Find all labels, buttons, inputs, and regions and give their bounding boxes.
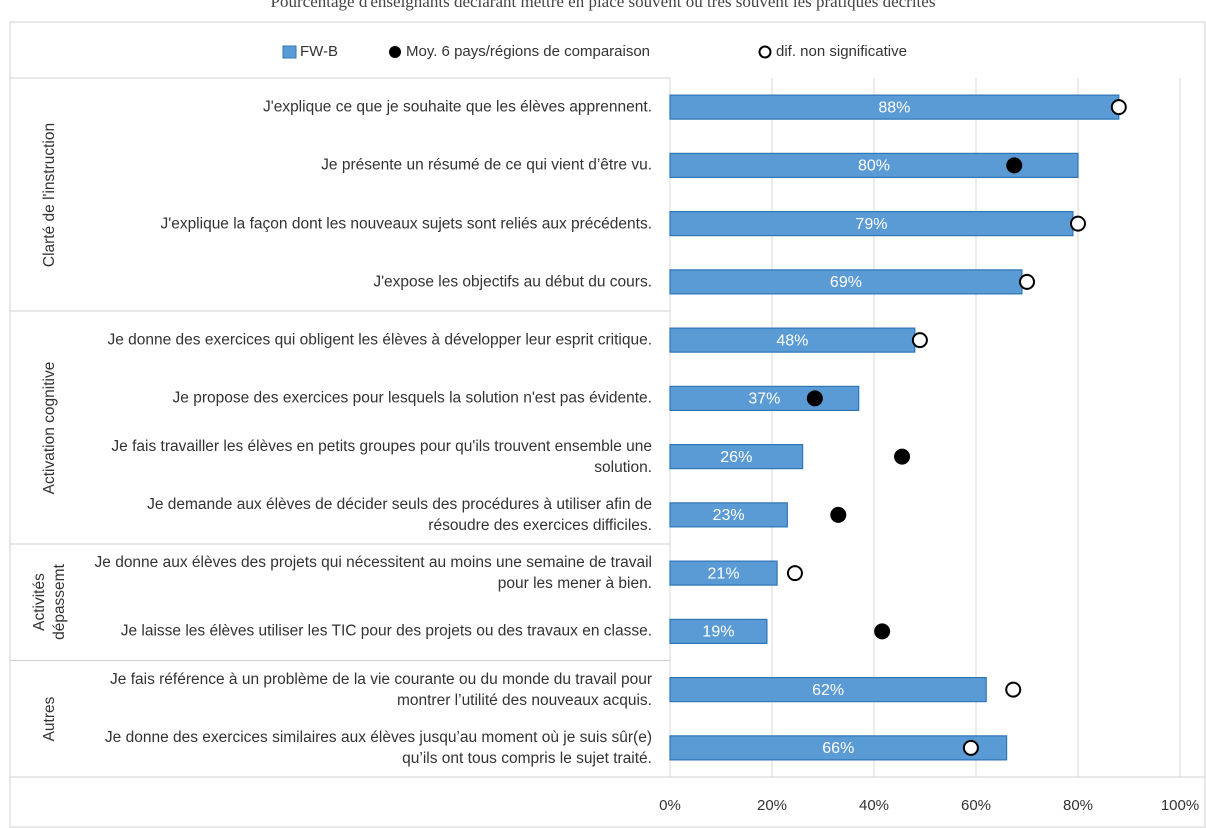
- bar: [669, 152, 1079, 178]
- bar: [669, 444, 804, 470]
- category-label: Je demande aux élèves de décider seuls d…: [147, 495, 652, 534]
- bar: [669, 560, 778, 586]
- group-label: Activités dépassemt: [31, 564, 68, 641]
- comparison-dot: [806, 390, 823, 407]
- value-label: 48%: [776, 332, 808, 349]
- category-label: Je propose des exercices pour lesquels l…: [172, 389, 652, 407]
- comparison-dot: [786, 565, 803, 582]
- comparison-dot: [1070, 215, 1086, 232]
- value-label: 37%: [748, 391, 780, 408]
- x-tick-label: 100%: [1161, 797, 1199, 814]
- legend-dot-open: [758, 45, 772, 59]
- group-label: Activation cognitive: [41, 361, 58, 494]
- bar: [669, 269, 1023, 295]
- comparison-dot: [962, 739, 979, 756]
- legend-label: Moy. 6 pays/régions de comparaison: [406, 43, 650, 60]
- comparison-dot: [1006, 157, 1023, 174]
- category-label: Je fais référence à un problème de la vi…: [110, 670, 652, 709]
- value-label: 79%: [855, 216, 887, 233]
- value-label: 26%: [720, 449, 752, 466]
- comparison-dot: [874, 623, 891, 640]
- x-tick-label: 20%: [757, 797, 787, 814]
- category-label: J'expose les objectifs au début du cours…: [373, 273, 652, 291]
- x-tick-label: 0%: [659, 797, 681, 814]
- x-tick-label: 80%: [1063, 797, 1093, 814]
- category-label: J'explique la façon dont les nouveaux su…: [160, 215, 652, 233]
- bar: [669, 327, 916, 353]
- comparison-dot: [1019, 273, 1035, 290]
- value-label: 66%: [822, 740, 854, 757]
- bar: [669, 618, 768, 644]
- comparison-dot: [1110, 99, 1127, 116]
- bar: [669, 502, 788, 528]
- x-tick-label: 60%: [961, 797, 991, 814]
- bar: [669, 735, 1008, 761]
- category-label: Je laisse les élèves utiliser les TIC po…: [120, 622, 652, 640]
- comparison-dot: [894, 448, 911, 465]
- category-label: Je donne des exercices qui obligent les …: [107, 331, 652, 349]
- bar: [669, 677, 987, 703]
- value-label: 62%: [812, 682, 844, 699]
- comparison-dot: [1005, 681, 1022, 698]
- value-label: 80%: [858, 158, 890, 175]
- value-label: 23%: [713, 507, 745, 524]
- category-label: Je donne des exercices similaires aux él…: [104, 728, 652, 767]
- legend-swatch: [282, 45, 297, 59]
- bar: [669, 385, 860, 411]
- value-label: 19%: [702, 624, 734, 641]
- value-label: 21%: [708, 565, 740, 582]
- comparison-dot: [830, 506, 847, 523]
- chart-border: [9, 21, 1206, 828]
- value-label: 88%: [878, 99, 910, 116]
- chart-title: Pourcentage d'enseignants déclarant mett…: [270, 0, 936, 11]
- group-label: Clarté de l'instruction: [41, 122, 58, 267]
- legend-dot: [389, 46, 401, 58]
- value-label: 69%: [830, 274, 862, 291]
- category-label: J'explique ce que je souhaite que les él…: [262, 98, 652, 116]
- comparison-dot: [911, 332, 928, 349]
- category-label: Je donne aux élèves des projets qui néce…: [94, 554, 652, 593]
- legend-label: FW-B: [300, 43, 338, 60]
- bar: [669, 211, 1074, 237]
- group-label: Autres: [41, 696, 58, 742]
- category-label: Je présente un résumé de ce qui vient d’…: [321, 156, 652, 174]
- legend-label: dif. non significative: [776, 43, 907, 60]
- category-label: Je fais travailler les élèves en petits …: [111, 437, 652, 476]
- x-tick-label: 40%: [859, 797, 889, 814]
